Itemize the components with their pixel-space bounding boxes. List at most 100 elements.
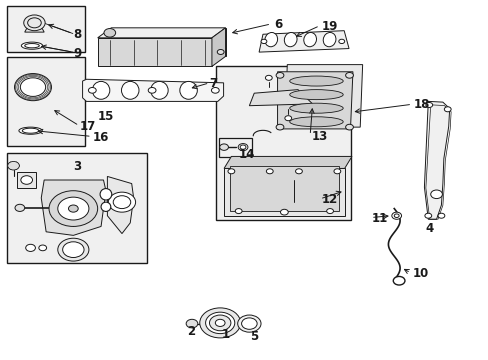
- Circle shape: [148, 87, 156, 93]
- Circle shape: [24, 15, 45, 31]
- Circle shape: [15, 204, 25, 211]
- Ellipse shape: [101, 202, 111, 211]
- Circle shape: [39, 245, 46, 251]
- Circle shape: [8, 161, 20, 170]
- Circle shape: [295, 169, 302, 174]
- Circle shape: [15, 73, 51, 101]
- Ellipse shape: [289, 103, 343, 113]
- Circle shape: [437, 213, 444, 218]
- Circle shape: [227, 169, 234, 174]
- Circle shape: [21, 176, 32, 184]
- Ellipse shape: [150, 81, 168, 99]
- Circle shape: [68, 205, 78, 212]
- Polygon shape: [224, 168, 344, 216]
- Circle shape: [240, 145, 245, 149]
- Text: 17: 17: [80, 120, 96, 133]
- Polygon shape: [25, 28, 44, 32]
- Circle shape: [261, 39, 266, 44]
- Text: 5: 5: [250, 330, 258, 343]
- Text: 2: 2: [187, 325, 195, 338]
- Text: 15: 15: [98, 110, 114, 123]
- Polygon shape: [249, 90, 312, 106]
- Circle shape: [424, 213, 431, 218]
- Polygon shape: [277, 72, 352, 129]
- Ellipse shape: [289, 90, 343, 100]
- Ellipse shape: [289, 76, 343, 86]
- Circle shape: [58, 197, 89, 220]
- Circle shape: [186, 319, 198, 328]
- Circle shape: [326, 208, 333, 213]
- Text: 4: 4: [425, 222, 433, 235]
- Circle shape: [28, 18, 41, 28]
- Circle shape: [333, 169, 340, 174]
- Circle shape: [265, 75, 272, 80]
- Ellipse shape: [19, 127, 42, 134]
- Circle shape: [58, 238, 89, 261]
- Circle shape: [108, 192, 135, 212]
- Circle shape: [209, 315, 230, 331]
- Polygon shape: [98, 28, 225, 38]
- Circle shape: [392, 276, 404, 285]
- Ellipse shape: [121, 81, 139, 99]
- Circle shape: [200, 308, 240, 338]
- Circle shape: [235, 208, 242, 213]
- Circle shape: [266, 169, 273, 174]
- Text: 14: 14: [238, 148, 255, 162]
- Circle shape: [241, 318, 257, 329]
- Circle shape: [345, 124, 353, 130]
- Polygon shape: [111, 28, 225, 57]
- Circle shape: [62, 242, 84, 257]
- Circle shape: [425, 103, 432, 108]
- Circle shape: [20, 78, 45, 96]
- Ellipse shape: [25, 44, 39, 48]
- Circle shape: [26, 244, 35, 251]
- Circle shape: [338, 39, 344, 44]
- Text: 11: 11: [371, 212, 387, 225]
- Circle shape: [393, 214, 398, 217]
- Polygon shape: [107, 176, 133, 234]
- Bar: [219, 138, 252, 157]
- Circle shape: [444, 107, 450, 112]
- Text: 18: 18: [413, 99, 429, 112]
- Polygon shape: [211, 28, 225, 66]
- Text: 6: 6: [274, 18, 283, 31]
- Text: 19: 19: [321, 20, 337, 33]
- Circle shape: [205, 312, 234, 334]
- Bar: [216, 66, 351, 220]
- Bar: [229, 166, 338, 211]
- Text: 10: 10: [411, 267, 427, 280]
- Bar: [7, 58, 85, 146]
- Circle shape: [49, 191, 98, 226]
- Circle shape: [219, 144, 228, 150]
- Ellipse shape: [289, 117, 343, 127]
- Circle shape: [237, 315, 261, 332]
- Polygon shape: [285, 64, 362, 127]
- Text: 9: 9: [73, 47, 81, 60]
- Ellipse shape: [100, 189, 112, 200]
- Ellipse shape: [303, 32, 316, 47]
- Circle shape: [345, 72, 353, 78]
- Ellipse shape: [264, 32, 277, 47]
- Text: 1: 1: [221, 328, 229, 341]
- Text: 13: 13: [311, 130, 327, 143]
- Circle shape: [211, 87, 219, 93]
- Ellipse shape: [22, 128, 39, 133]
- Circle shape: [238, 144, 247, 151]
- Circle shape: [285, 116, 291, 121]
- Text: 12: 12: [321, 193, 337, 206]
- Text: 3: 3: [73, 160, 81, 173]
- Polygon shape: [224, 157, 351, 168]
- Polygon shape: [82, 79, 223, 102]
- Bar: [17, 172, 36, 188]
- Ellipse shape: [92, 81, 110, 99]
- Ellipse shape: [21, 42, 42, 49]
- Circle shape: [88, 87, 96, 93]
- Circle shape: [104, 28, 116, 37]
- Circle shape: [430, 190, 442, 199]
- Ellipse shape: [284, 32, 296, 47]
- Polygon shape: [41, 180, 106, 235]
- Circle shape: [391, 212, 401, 219]
- Polygon shape: [424, 102, 449, 219]
- Circle shape: [217, 49, 224, 54]
- Circle shape: [113, 196, 130, 208]
